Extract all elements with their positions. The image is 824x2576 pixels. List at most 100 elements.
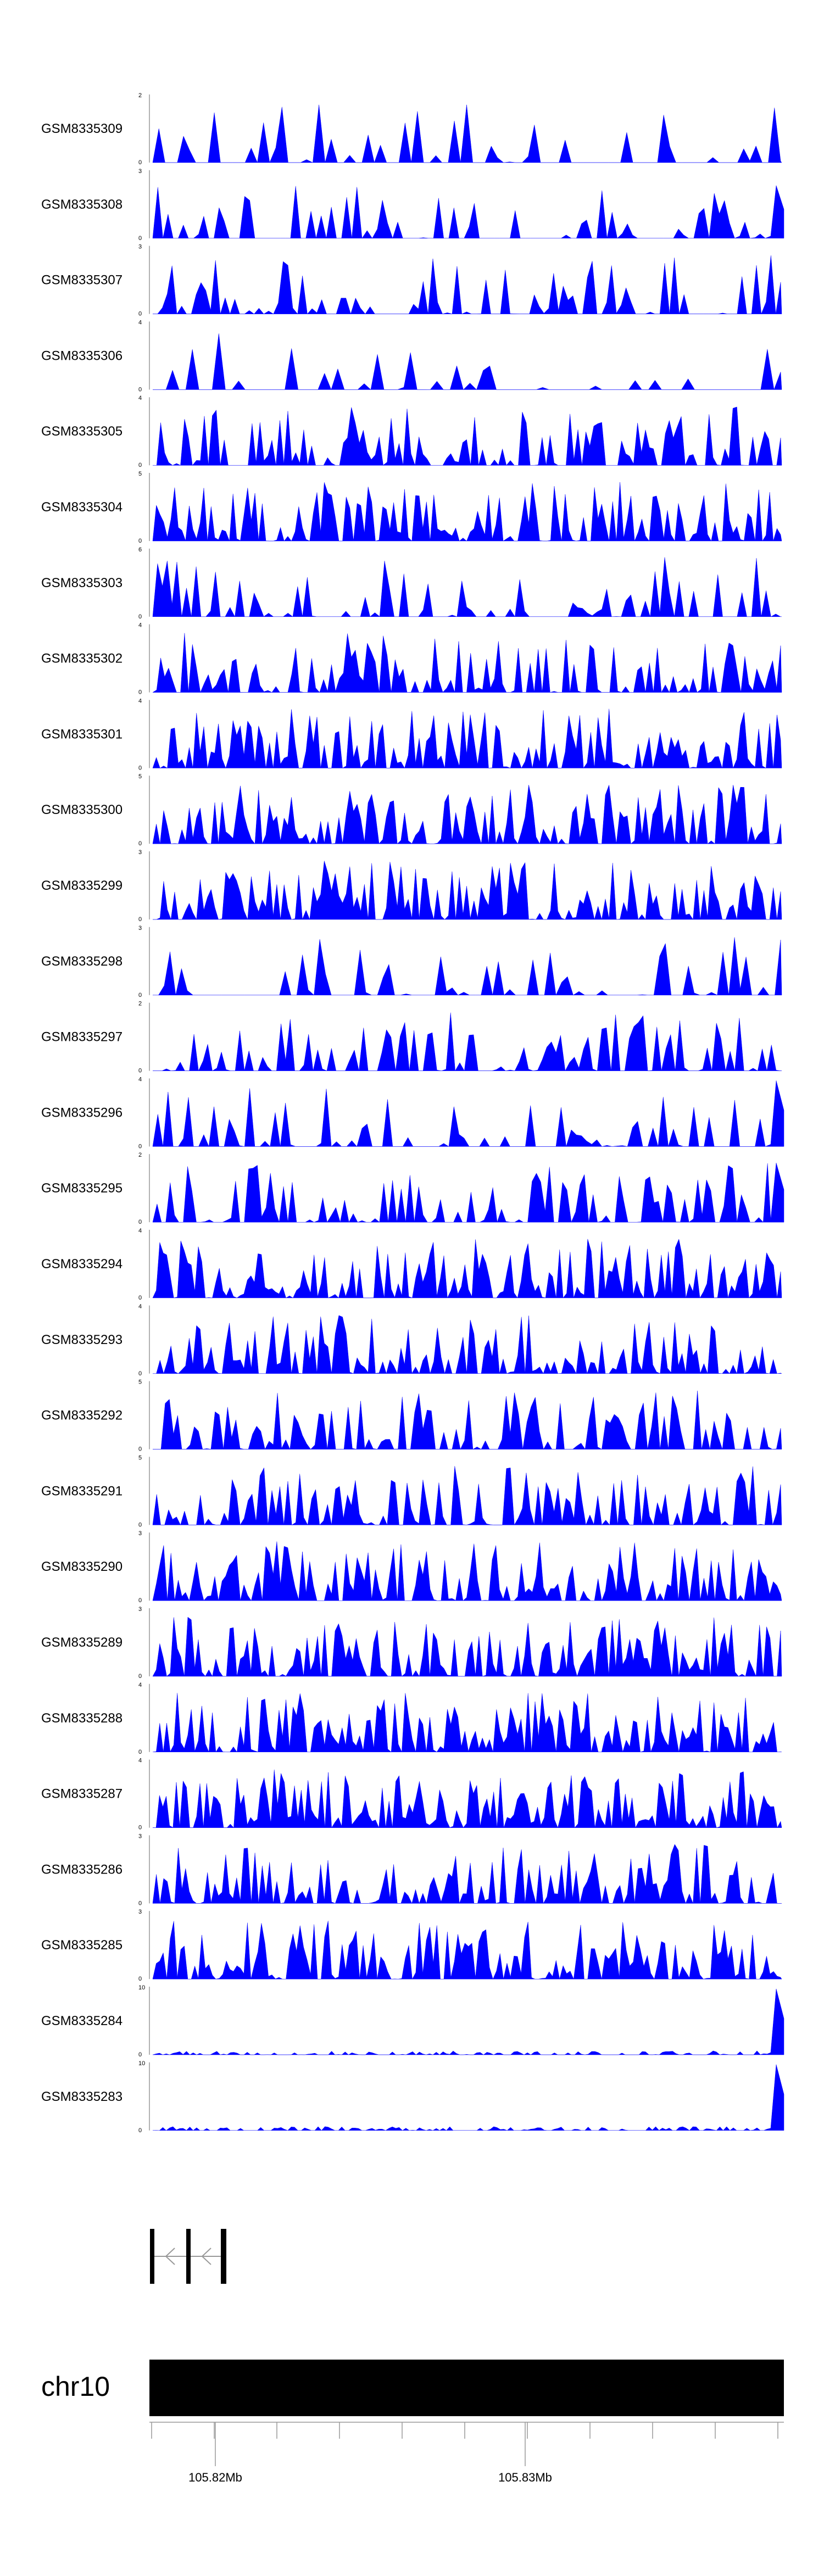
y-max-tick-label: 5 — [138, 1454, 142, 1461]
y-min-tick-label: 0 — [138, 1219, 142, 1225]
gene-model-track — [150, 2229, 226, 2284]
y-max-tick-label: 6 — [138, 547, 142, 553]
y-min-tick-label: 0 — [138, 1446, 142, 1453]
track-GSM8335309: GSM8335309 2 0 — [41, 92, 782, 166]
y-min-tick-label: 0 — [138, 916, 142, 923]
y-min-tick-label: 0 — [138, 1143, 142, 1150]
y-max-tick-label: 3 — [138, 244, 142, 250]
coverage-area — [152, 1080, 784, 1147]
chromosome-label: chr10 — [41, 2371, 110, 2402]
coverage-area — [152, 2064, 784, 2131]
y-min-tick-label: 0 — [138, 1673, 142, 1680]
y-min-tick-label: 0 — [138, 235, 142, 242]
track-label: GSM8335289 — [41, 1635, 123, 1650]
track-GSM8335290: GSM8335290 3 0 — [41, 1530, 782, 1604]
gene-exon-1 — [150, 2229, 154, 2284]
track-GSM8335292: GSM8335292 5 0 — [41, 1379, 782, 1453]
track-GSM8335300: GSM8335300 5 0 — [41, 773, 782, 847]
track-GSM8335303: GSM8335303 6 0 — [41, 547, 782, 620]
coverage-area — [153, 861, 782, 920]
y-max-tick-label: 3 — [138, 168, 142, 175]
track-label: GSM8335283 — [41, 2089, 123, 2104]
coverage-area — [152, 1466, 782, 1526]
coverage-area — [153, 255, 782, 315]
y-max-tick-label: 10 — [138, 1984, 145, 1991]
y-max-tick-label: 5 — [138, 1379, 142, 1386]
track-label: GSM8335290 — [41, 1559, 123, 1574]
y-min-tick-label: 0 — [138, 1749, 142, 1755]
axis-tick-label-105.83: 105.83Mb — [498, 2471, 552, 2484]
track-label: GSM8335304 — [41, 500, 123, 515]
y-min-tick-label: 0 — [138, 840, 142, 847]
coverage-area — [152, 1239, 782, 1298]
coverage-area — [152, 557, 782, 617]
track-label: GSM8335301 — [41, 727, 123, 741]
y-max-tick-label: 10 — [138, 2060, 145, 2067]
track-GSM8335288: GSM8335288 4 0 — [41, 1682, 782, 1755]
track-label: GSM8335285 — [41, 1938, 123, 1953]
coverage-area — [152, 1844, 782, 1904]
y-min-tick-label: 0 — [138, 1900, 142, 1906]
y-min-tick-label: 0 — [138, 765, 142, 771]
y-max-tick-label: 3 — [138, 1833, 142, 1839]
track-label: GSM8335306 — [41, 348, 123, 363]
y-min-tick-label: 0 — [138, 1597, 142, 1604]
coverage-area — [153, 1012, 782, 1072]
y-max-tick-label: 3 — [138, 1909, 142, 1915]
axis-tick-label-105.82: 105.82Mb — [188, 2471, 242, 2484]
y-max-tick-label: 2 — [138, 1001, 142, 1007]
track-GSM8335284: GSM8335284 10 0 — [41, 1984, 784, 2058]
y-max-tick-label: 2 — [138, 1152, 142, 1158]
coverage-area — [152, 1163, 784, 1223]
track-GSM8335308: GSM8335308 3 0 — [41, 168, 784, 242]
coverage-tracks: GSM833530920GSM833530830GSM833530730GSM8… — [41, 92, 784, 2134]
y-min-tick-label: 0 — [138, 311, 142, 317]
strand-arrow-icon — [201, 2248, 211, 2265]
y-max-tick-label: 5 — [138, 773, 142, 780]
track-label: GSM8335296 — [41, 1105, 123, 1120]
track-GSM8335302: GSM8335302 4 0 — [41, 622, 782, 696]
strand-arrow-icon — [165, 2248, 175, 2265]
y-min-tick-label: 0 — [138, 689, 142, 696]
genome-axis: 105.82Mb 105.83Mb — [149, 2422, 784, 2484]
y-min-tick-label: 0 — [138, 1825, 142, 1831]
y-max-tick-label: 3 — [138, 849, 142, 856]
track-label: GSM8335303 — [41, 576, 123, 590]
y-min-tick-label: 0 — [138, 992, 142, 999]
y-max-tick-label: 4 — [138, 319, 142, 326]
coverage-area — [152, 785, 782, 844]
y-min-tick-label: 0 — [138, 2127, 142, 2134]
track-GSM8335298: GSM8335298 3 0 — [41, 925, 782, 999]
coverage-area — [153, 1391, 782, 1450]
coverage-area — [152, 1988, 784, 2055]
track-GSM8335306: GSM8335306 4 0 — [41, 319, 782, 393]
y-min-tick-label: 0 — [138, 1295, 142, 1301]
gene-exon-3 — [221, 2229, 226, 2284]
coverage-area — [152, 1921, 782, 1980]
track-GSM8335295: GSM8335295 2 0 — [41, 1152, 784, 1225]
y-max-tick-label: 4 — [138, 698, 142, 704]
track-label: GSM8335308 — [41, 197, 123, 212]
coverage-area — [153, 1769, 782, 1828]
track-label: GSM8335298 — [41, 954, 123, 969]
track-GSM8335291: GSM8335291 5 0 — [41, 1454, 782, 1528]
track-GSM8335289: GSM8335289 3 0 — [41, 1606, 782, 1680]
y-min-tick-label: 0 — [138, 2051, 142, 2058]
coverage-area — [152, 633, 782, 693]
track-GSM8335304: GSM8335304 5 0 — [41, 471, 782, 544]
coverage-area — [153, 937, 782, 996]
track-GSM8335283: GSM8335283 10 0 — [41, 2060, 784, 2134]
y-max-tick-label: 4 — [138, 1303, 142, 1310]
track-label: GSM8335297 — [41, 1030, 123, 1045]
track-GSM8335307: GSM8335307 3 0 — [41, 244, 782, 317]
y-max-tick-label: 3 — [138, 925, 142, 932]
y-max-tick-label: 4 — [138, 1076, 142, 1083]
track-label: GSM8335309 — [41, 121, 123, 136]
track-label: GSM8335305 — [41, 424, 123, 439]
coverage-area — [152, 185, 784, 239]
coverage-area — [152, 1616, 782, 1677]
y-min-tick-label: 0 — [138, 1370, 142, 1377]
track-label: GSM8335307 — [41, 273, 123, 288]
coverage-area — [152, 1541, 782, 1602]
